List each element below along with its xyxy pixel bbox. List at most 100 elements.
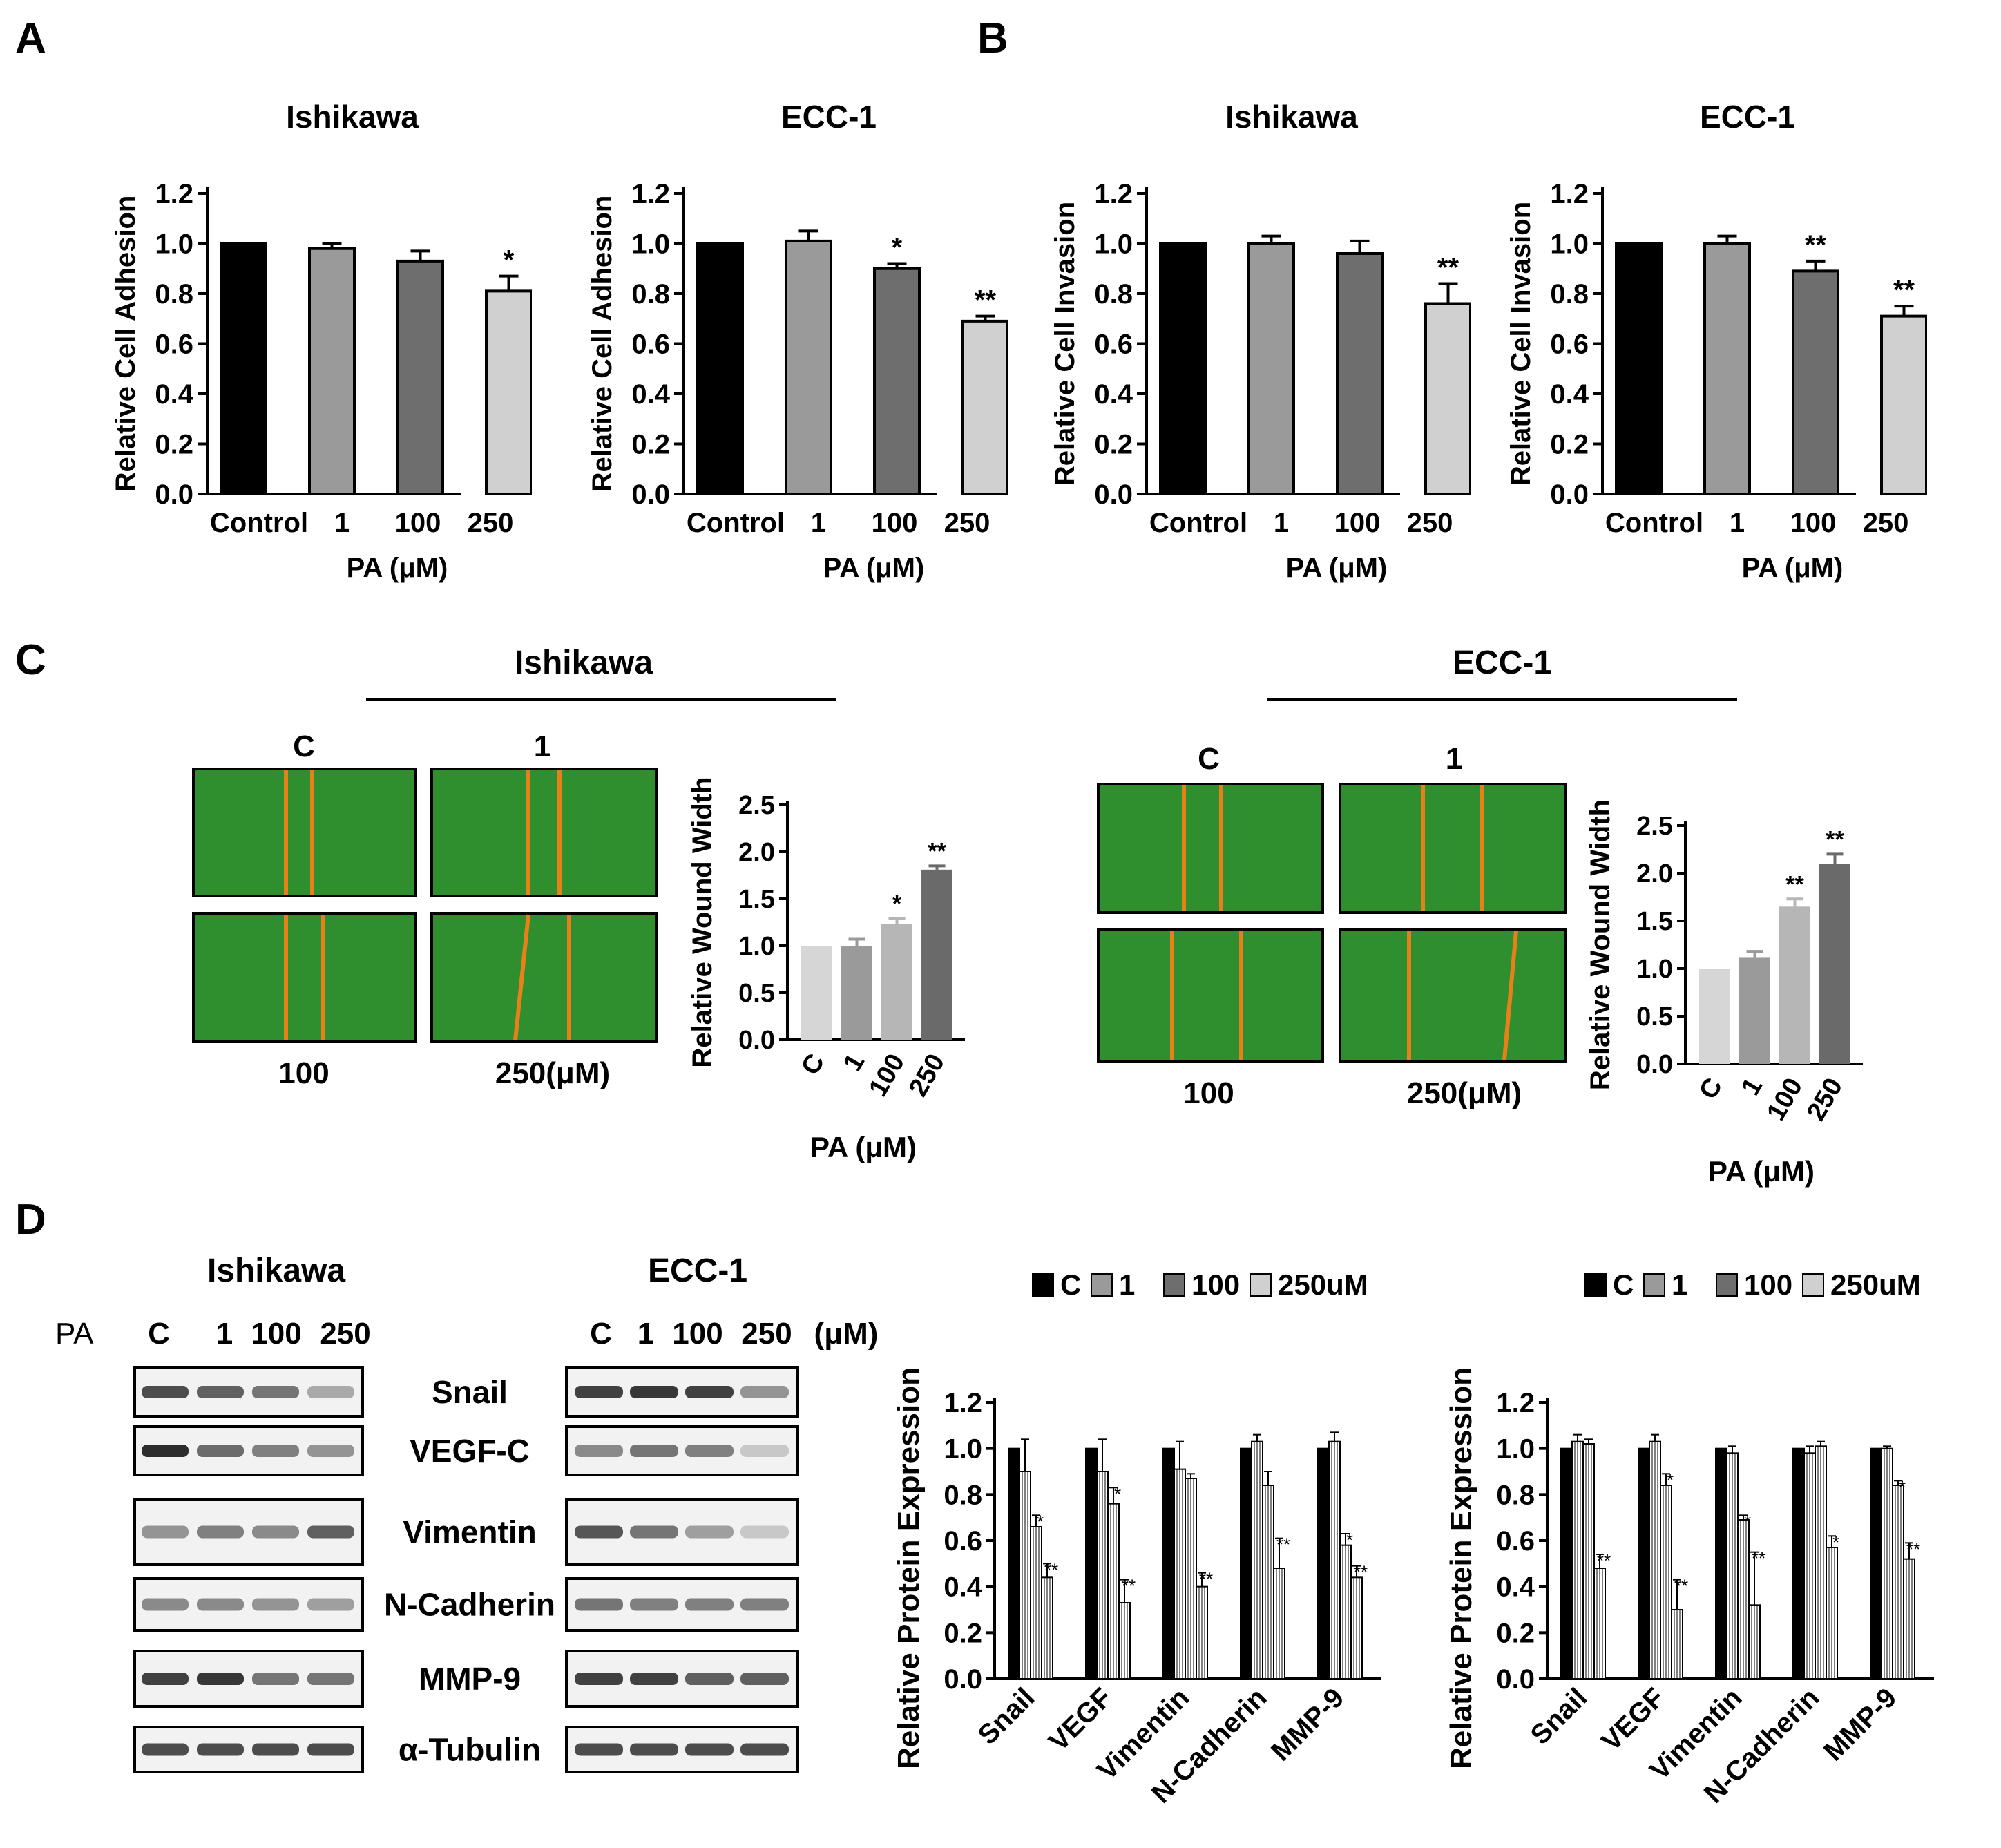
y-tick-label: 0.6 bbox=[1094, 330, 1133, 360]
y-tick-label: 0.2 bbox=[944, 1618, 982, 1648]
y-tick-label: 1.0 bbox=[1636, 955, 1673, 984]
blot-band bbox=[142, 1445, 189, 1457]
bar bbox=[881, 924, 912, 1040]
panel-label-c: C bbox=[15, 636, 46, 684]
bar bbox=[1008, 1447, 1020, 1679]
x-tick-label: 250 bbox=[1801, 1074, 1848, 1126]
x-tick-label: 100 bbox=[872, 508, 918, 538]
significance-mark: ** bbox=[1674, 1576, 1688, 1597]
x-tick-label: 1 bbox=[1736, 1074, 1768, 1101]
blot-band bbox=[197, 1598, 244, 1611]
y-tick-label: 0.4 bbox=[1094, 379, 1133, 410]
y-axis-label: Relative Protein Expression bbox=[1444, 1367, 1478, 1769]
x-tick-label: 250 bbox=[1407, 508, 1453, 538]
x-tick-label: 250 bbox=[903, 1049, 950, 1102]
x-tick-label: 1 bbox=[334, 508, 350, 538]
bar bbox=[1703, 242, 1751, 495]
blot-band bbox=[142, 1673, 189, 1685]
significance-mark: ** bbox=[1805, 230, 1827, 260]
y-tick-label: 0.4 bbox=[1496, 1572, 1535, 1603]
legend-label: 1 bbox=[1672, 1268, 1687, 1301]
chart-title: ECC-1 bbox=[1700, 99, 1795, 135]
bar bbox=[1739, 957, 1770, 1064]
bar bbox=[1159, 242, 1207, 495]
significance-mark: ** bbox=[1752, 1548, 1765, 1569]
x-tick-label: 250 bbox=[944, 508, 990, 538]
bar bbox=[1638, 1447, 1650, 1679]
y-tick-label: 0.2 bbox=[155, 430, 193, 460]
significance-mark: * bbox=[1114, 1483, 1121, 1504]
blot-band bbox=[740, 1386, 789, 1398]
bar bbox=[961, 319, 1008, 495]
blot-band bbox=[740, 1743, 789, 1756]
lane-label: C bbox=[148, 1317, 170, 1351]
y-tick-label: 0.0 bbox=[1094, 479, 1133, 510]
blot-band bbox=[252, 1598, 299, 1611]
bar bbox=[1085, 1447, 1098, 1679]
y-tick-label: 0.2 bbox=[1550, 430, 1589, 460]
y-tick-label: 0.8 bbox=[155, 279, 193, 309]
ecc1-label-100: 100 bbox=[1183, 1076, 1234, 1110]
bar bbox=[873, 267, 921, 495]
legend-swatch bbox=[1091, 1273, 1113, 1297]
y-tick-label: 1.2 bbox=[631, 179, 670, 209]
blot-title-ecc1: ECC-1 bbox=[648, 1252, 747, 1289]
bar bbox=[1317, 1447, 1330, 1679]
y-axis-label: Relative Cell Adhesion bbox=[111, 196, 141, 493]
y-axis-label: Relative Cell Invasion bbox=[1506, 202, 1536, 486]
y-tick-label: 0.6 bbox=[944, 1526, 982, 1556]
y-tick-label: 1.5 bbox=[738, 885, 775, 914]
bar bbox=[1615, 242, 1663, 495]
blot-band bbox=[252, 1525, 299, 1539]
y-tick-label: 0.8 bbox=[631, 279, 670, 309]
y-tick-label: 0.4 bbox=[155, 379, 193, 410]
y-tick-label: 2.5 bbox=[738, 791, 775, 820]
blot-band bbox=[252, 1673, 299, 1685]
bar bbox=[1792, 269, 1839, 495]
x-tick-label: C bbox=[796, 1049, 830, 1080]
y-tick-label: 0.0 bbox=[1496, 1664, 1535, 1695]
blot-band bbox=[685, 1445, 734, 1457]
protein-label: Vimentin bbox=[403, 1514, 536, 1550]
x-tick-label: 1 bbox=[1730, 508, 1745, 538]
protein-label: MMP-9 bbox=[419, 1661, 521, 1697]
ishikawa-label-1: 1 bbox=[534, 730, 550, 763]
panel-label-d: D bbox=[15, 1196, 46, 1244]
blot-band bbox=[142, 1598, 189, 1611]
wound-edge bbox=[1502, 931, 1518, 1060]
x-tick-label: 1 bbox=[838, 1049, 870, 1076]
wound-image-ecc1-100 bbox=[1097, 928, 1324, 1063]
x-tick-label: Control bbox=[210, 508, 308, 538]
ecc1-label-1: 1 bbox=[1446, 742, 1462, 776]
bar bbox=[1247, 242, 1295, 495]
blot-band bbox=[740, 1525, 789, 1539]
y-tick-label: 1.2 bbox=[944, 1388, 982, 1418]
x-tick-label: 100 bbox=[1790, 508, 1837, 538]
lane-label: 1 bbox=[638, 1317, 654, 1351]
significance-mark: ** bbox=[1597, 1550, 1611, 1571]
blot-band bbox=[307, 1445, 354, 1457]
bar bbox=[785, 239, 832, 495]
x-tick-label: Control bbox=[1149, 508, 1247, 538]
blot-band bbox=[740, 1445, 789, 1457]
y-tick-label: 0.2 bbox=[1094, 430, 1133, 460]
y-tick-label: 2.0 bbox=[738, 838, 775, 867]
y-tick-label: 1.2 bbox=[1496, 1388, 1535, 1418]
blot-band bbox=[575, 1743, 623, 1756]
blot-band bbox=[307, 1525, 354, 1539]
pa-label: PA bbox=[55, 1317, 94, 1351]
chart-d-ishikawa: Relative Protein Expression 0.0 0.2 0.4 0.6 0… bbox=[892, 1268, 1381, 1809]
x-axis-label: PA (μM) bbox=[810, 1131, 917, 1163]
y-tick-label: 0.0 bbox=[1636, 1050, 1673, 1079]
blot-band bbox=[197, 1445, 244, 1457]
significance-mark: ** bbox=[1122, 1576, 1136, 1597]
chart-a-ishikawa: Ishikawa Relative Cell Adhesion 0.0 0.2 0.4 0… bbox=[111, 99, 532, 583]
y-tick-label: 1.0 bbox=[1550, 229, 1589, 260]
x-axis-label: PA (μM) bbox=[823, 553, 925, 583]
blot-band bbox=[197, 1525, 244, 1539]
bar bbox=[308, 247, 356, 495]
blot-band bbox=[197, 1386, 244, 1398]
legend-swatch bbox=[1584, 1273, 1607, 1297]
wound-image-ecc1-250 bbox=[1339, 928, 1567, 1063]
blot-band bbox=[575, 1598, 623, 1611]
